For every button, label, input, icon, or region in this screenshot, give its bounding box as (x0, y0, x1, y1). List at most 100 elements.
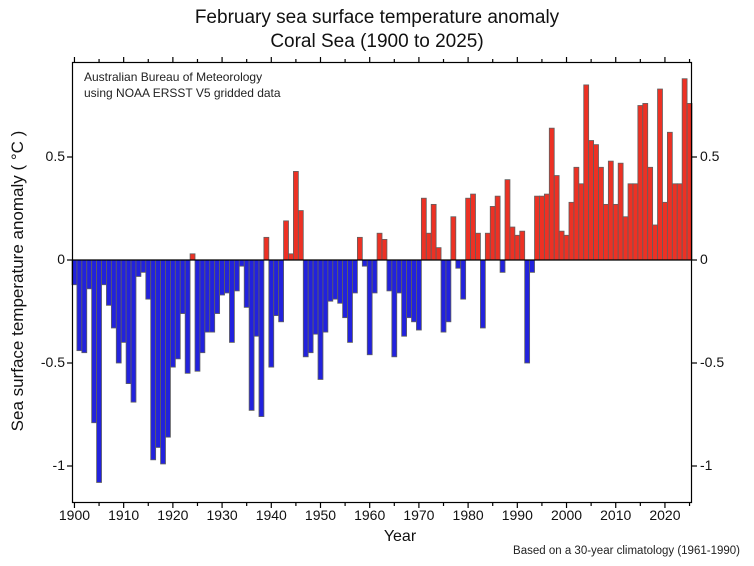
bar-1950 (317, 259, 324, 380)
bar-1918 (160, 259, 166, 465)
bar-1908 (110, 259, 117, 329)
bar-1957 (352, 259, 358, 294)
bar-1930 (219, 259, 225, 296)
climatology-footnote: Based on a 30-year climatology (1961-199… (513, 545, 740, 557)
bar-1914 (140, 259, 147, 273)
bar-1966 (396, 259, 403, 294)
bar-1934 (238, 259, 245, 267)
bar-2007 (598, 166, 604, 261)
bar-1983 (480, 259, 486, 329)
bar-2022 (671, 183, 678, 261)
bar-1907 (106, 259, 112, 306)
bar-1962 (376, 232, 383, 261)
y-tick-label-right: -0.5 (700, 354, 725, 370)
bar-1972 (425, 232, 432, 261)
plot-border (71, 61, 693, 504)
x-tick-label: 1960 (354, 507, 386, 523)
bar-2015 (637, 105, 644, 261)
x-tick-label: 1970 (403, 507, 435, 523)
x-tick-label: 1980 (452, 507, 484, 523)
bar-2002 (573, 166, 580, 261)
bar-2023 (676, 183, 683, 261)
bar-1969 (411, 259, 417, 323)
bar-2010 (612, 203, 619, 261)
bar-1903 (86, 259, 93, 290)
bar-1953 (332, 259, 339, 300)
bar-1902 (81, 259, 88, 354)
bar-1906 (101, 259, 107, 286)
bar-1998 (553, 175, 560, 261)
bar-1951 (322, 259, 329, 333)
bar-1910 (120, 259, 127, 343)
bar-1978 (455, 259, 462, 269)
bar-1996 (543, 193, 550, 261)
bar-1975 (440, 259, 447, 333)
bar-1976 (445, 259, 452, 323)
bar-1941 (273, 259, 280, 317)
bar-1992 (524, 259, 531, 364)
bar-1961 (371, 259, 378, 294)
bar-2000 (563, 234, 570, 261)
bar-1938 (258, 259, 265, 417)
bar-1915 (145, 259, 152, 300)
bar-1980 (465, 197, 471, 261)
bar-1911 (125, 259, 132, 384)
bar-2006 (593, 144, 599, 261)
bar-1973 (430, 203, 437, 261)
bar-1990 (514, 234, 521, 261)
bar-1952 (327, 259, 334, 302)
bar-1963 (381, 238, 388, 261)
bar-1986 (494, 195, 501, 261)
bar-1974 (435, 247, 442, 261)
bar-1987 (499, 259, 506, 273)
source-annotation-line2: using NOAA ERSST V5 gridded data (84, 86, 281, 100)
bar-1933 (233, 259, 240, 292)
y-tick-label-right: 0.5 (700, 148, 720, 164)
bar-1999 (558, 230, 565, 261)
bar-2017 (647, 166, 654, 261)
bar-1959 (361, 259, 368, 267)
x-tick-label: 1920 (157, 507, 189, 523)
bar-1928 (209, 259, 216, 333)
bar-1939 (263, 236, 270, 261)
bar-1991 (519, 230, 526, 261)
bar-1929 (214, 259, 221, 314)
bar-1989 (509, 226, 516, 261)
bar-1940 (268, 259, 275, 368)
bar-2005 (588, 140, 594, 261)
bar-1960 (366, 259, 373, 356)
bar-2020 (662, 201, 668, 261)
bar-1943 (283, 220, 289, 261)
bar-1968 (406, 259, 412, 319)
bar-1970 (416, 259, 422, 331)
bar-1982 (475, 232, 481, 261)
bar-1937 (253, 259, 260, 337)
bar-1912 (130, 259, 137, 403)
bar-1948 (307, 259, 314, 354)
bar-1971 (420, 197, 427, 261)
bar-1993 (529, 259, 535, 273)
bar-1946 (297, 210, 304, 261)
bar-1931 (224, 259, 230, 294)
bar-1988 (504, 179, 511, 261)
bar-1979 (460, 259, 467, 300)
x-tick-label: 2020 (649, 507, 681, 523)
bar-2019 (657, 88, 663, 261)
bar-1921 (174, 259, 181, 360)
y-tick-label-left: -0.5 (40, 354, 65, 370)
bar-2004 (583, 84, 590, 261)
bar-1984 (484, 232, 491, 261)
bar-1945 (293, 171, 299, 261)
bar-1985 (489, 206, 496, 261)
bar-1949 (312, 259, 319, 335)
bar-1955 (342, 259, 348, 319)
bar-1935 (243, 259, 250, 308)
bar-1958 (356, 236, 363, 261)
chart-title-line1: February sea surface temperature anomaly (194, 7, 560, 28)
bar-2008 (603, 203, 609, 261)
bar-1932 (229, 259, 235, 343)
bar-1965 (391, 259, 398, 358)
bar-2024 (681, 78, 688, 261)
y-tick-label-left: 0 (57, 251, 65, 267)
